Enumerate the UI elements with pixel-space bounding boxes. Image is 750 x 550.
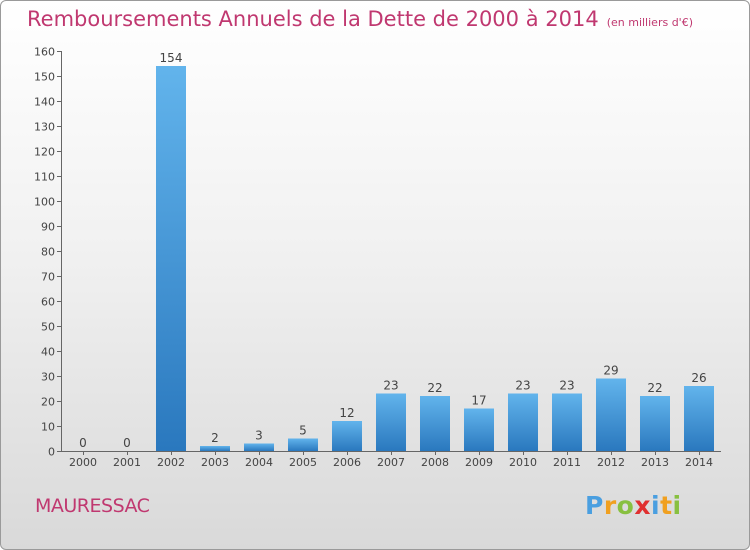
commune-name: MAURESSAC — [35, 495, 150, 517]
axes: 0102030405060708090100110120130140150160… — [34, 46, 721, 469]
data-label: 22 — [427, 381, 442, 395]
x-tick-label: 2007 — [377, 456, 405, 469]
x-tick-label: 2006 — [333, 456, 361, 469]
x-tick-label: 2003 — [201, 456, 229, 469]
x-tick-label: 2010 — [509, 456, 537, 469]
x-tick-label: 2012 — [597, 456, 625, 469]
data-label: 26 — [691, 371, 706, 385]
bar — [288, 438, 318, 451]
data-label: 29 — [603, 364, 618, 378]
data-label: 23 — [559, 379, 574, 393]
x-tick-label: 2000 — [69, 456, 97, 469]
y-tick-label: 20 — [41, 396, 55, 409]
chart-unit: (en milliers d'€) — [606, 16, 693, 29]
y-tick-label: 90 — [41, 221, 55, 234]
x-tick-label: 2009 — [465, 456, 493, 469]
y-tick-label: 70 — [41, 271, 55, 284]
data-label: 17 — [471, 394, 486, 408]
y-tick-label: 50 — [41, 321, 55, 334]
logo-letter: o — [616, 491, 635, 520]
x-tick-label: 2004 — [245, 456, 273, 469]
bar — [420, 396, 450, 451]
bars — [156, 66, 714, 451]
x-tick-label: 2001 — [113, 456, 141, 469]
x-tick-label: 2008 — [421, 456, 449, 469]
logo-letter: i — [651, 491, 661, 520]
data-label: 12 — [339, 406, 354, 420]
data-label: 2 — [211, 431, 219, 445]
y-tick-label: 80 — [41, 246, 55, 259]
bar — [552, 393, 582, 451]
proxiti-logo: Proxiti — [585, 491, 682, 520]
y-tick-label: 160 — [34, 46, 55, 59]
data-label: 23 — [383, 379, 398, 393]
bar — [156, 66, 186, 451]
bar — [244, 443, 274, 451]
data-label: 5 — [299, 424, 307, 438]
data-label: 0 — [79, 436, 87, 450]
bar — [332, 421, 362, 451]
data-label: 0 — [123, 436, 131, 450]
bar — [640, 396, 670, 451]
bar — [464, 408, 494, 451]
y-tick-label: 140 — [34, 96, 55, 109]
data-label: 154 — [160, 51, 183, 65]
data-label: 23 — [515, 379, 530, 393]
bar — [684, 386, 714, 451]
x-tick-label: 2002 — [157, 456, 185, 469]
y-tick-label: 110 — [34, 171, 55, 184]
x-tick-label: 2014 — [685, 456, 713, 469]
bar — [376, 393, 406, 451]
logo-letter: r — [603, 491, 617, 520]
y-tick-label: 150 — [34, 71, 55, 84]
y-tick-label: 10 — [41, 421, 55, 434]
y-tick-label: 120 — [34, 146, 55, 159]
bar — [200, 446, 230, 451]
logo-letter: t — [660, 491, 673, 520]
bar — [596, 378, 626, 451]
data-label: 3 — [255, 429, 263, 443]
x-tick-label: 2011 — [553, 456, 581, 469]
y-tick-label: 0 — [48, 446, 55, 459]
y-tick-label: 30 — [41, 371, 55, 384]
y-tick-label: 100 — [34, 196, 55, 209]
data-label: 22 — [647, 381, 662, 395]
title-row: Remboursements Annuels de la Dette de 20… — [27, 7, 693, 31]
y-tick-label: 60 — [41, 296, 55, 309]
x-tick-label: 2005 — [289, 456, 317, 469]
y-tick-label: 130 — [34, 121, 55, 134]
chart-title: Remboursements Annuels de la Dette de 20… — [27, 7, 599, 31]
logo-letter: P — [585, 491, 604, 520]
bar — [508, 393, 538, 451]
logo-letter: x — [634, 491, 651, 520]
logo-letter: i — [672, 491, 682, 520]
x-tick-label: 2013 — [641, 456, 669, 469]
y-tick-label: 40 — [41, 346, 55, 359]
